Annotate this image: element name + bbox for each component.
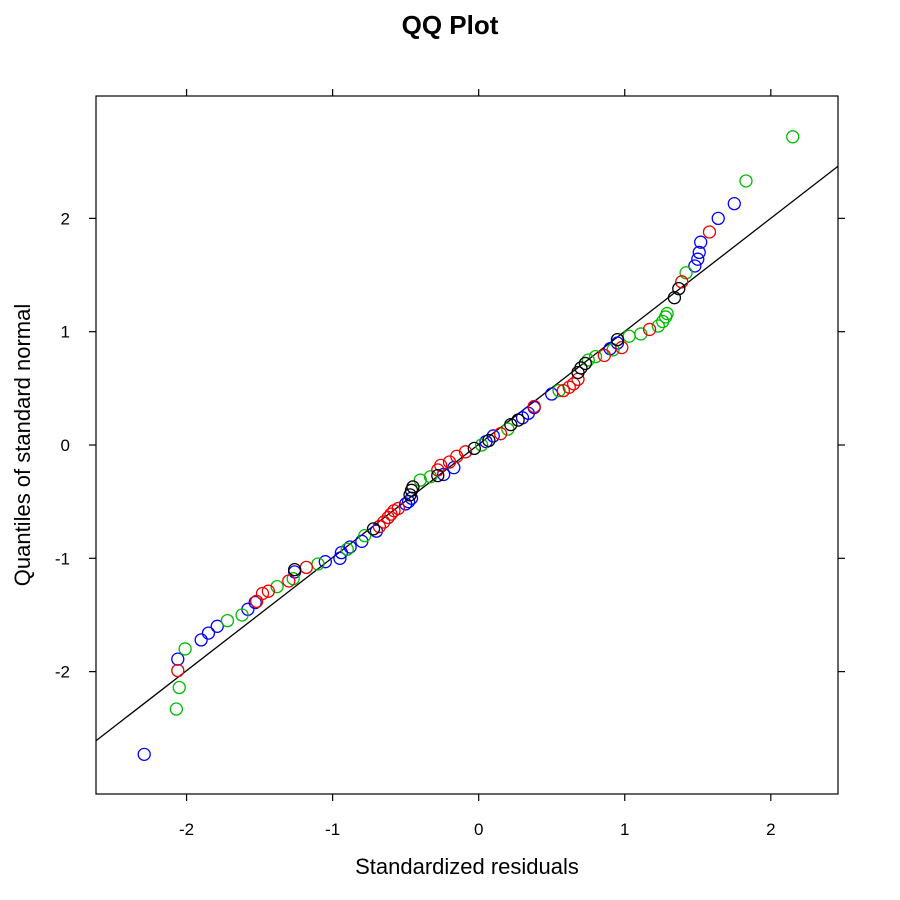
series-3 [287, 281, 686, 577]
data-point [299, 560, 313, 575]
data-point [786, 130, 800, 144]
data-point [727, 196, 741, 211]
x-tick-label: 0 [474, 820, 483, 839]
data-point [527, 399, 541, 414]
data-point [255, 586, 270, 601]
data-point [137, 747, 151, 761]
data-point [511, 413, 525, 427]
data-point [651, 319, 665, 333]
data-point [458, 445, 473, 459]
data-point [597, 348, 611, 363]
data-point [391, 501, 406, 516]
data-point [474, 438, 489, 452]
data-point [171, 663, 185, 678]
x-tick-label: 1 [620, 820, 629, 839]
data-point [235, 608, 249, 622]
data-point [622, 329, 636, 343]
x-tick-label: -1 [325, 820, 340, 839]
data-point [450, 449, 464, 463]
data-point [493, 427, 508, 441]
data-point [210, 619, 224, 633]
data-point [562, 380, 576, 394]
data-point [610, 332, 625, 347]
data-points [137, 130, 800, 761]
data-point [615, 340, 629, 355]
data-point [343, 540, 357, 554]
y-tick-label: 1 [61, 323, 70, 342]
data-point [691, 252, 705, 266]
data-point [711, 211, 725, 226]
plot-panel [95, 95, 839, 795]
data-point [340, 542, 354, 556]
data-point [467, 441, 481, 456]
series-1 [169, 130, 800, 716]
y-axis: -2 -1 0 1 2 [55, 209, 845, 682]
data-point [172, 680, 186, 695]
data-point [482, 433, 496, 448]
data-point [660, 306, 674, 321]
data-point [423, 470, 438, 484]
x-axis-label: Standardized residuals [355, 854, 579, 879]
data-point [667, 291, 682, 305]
data-point [201, 626, 216, 640]
y-tick-label: -2 [55, 663, 70, 682]
data-point [675, 275, 689, 289]
data-point [610, 336, 625, 350]
reference-line [95, 165, 839, 742]
data-point [169, 702, 183, 716]
data-point [679, 266, 693, 280]
data-point [574, 361, 588, 375]
data-point [358, 528, 372, 543]
y-tick-label: 2 [61, 209, 70, 228]
data-point [486, 429, 500, 443]
data-point [634, 327, 648, 341]
x-tick-label: -2 [179, 820, 194, 839]
data-point [282, 574, 296, 588]
data-point [688, 259, 702, 273]
data-point [702, 225, 717, 239]
data-point [739, 174, 753, 188]
chart-title: QQ Plot [402, 10, 499, 40]
data-point [431, 468, 445, 483]
y-tick-label: -1 [55, 549, 70, 568]
data-point [372, 519, 387, 534]
x-axis: -2 -1 0 1 2 [179, 89, 776, 839]
data-point [171, 652, 185, 666]
data-point [377, 515, 391, 529]
data-point [566, 377, 581, 391]
data-point [694, 235, 708, 249]
data-point [642, 322, 657, 337]
data-point [504, 417, 518, 432]
data-point [287, 562, 302, 577]
data-point [581, 353, 595, 367]
y-tick-label: 0 [61, 436, 70, 455]
data-point [248, 595, 262, 610]
data-point [545, 387, 559, 401]
data-point [578, 356, 592, 371]
series-0 [137, 196, 741, 761]
series-2 [171, 225, 717, 678]
data-point [178, 642, 192, 656]
data-point [406, 480, 420, 494]
data-point [270, 579, 284, 594]
data-point [318, 555, 332, 569]
data-point [588, 349, 603, 364]
x-tick-label: 2 [766, 820, 775, 839]
y-axis-label: Quantiles of standard normal [10, 304, 35, 587]
data-point [333, 551, 347, 565]
data-point [434, 458, 448, 473]
data-point [261, 584, 276, 598]
data-point [194, 633, 208, 647]
data-point [672, 281, 686, 296]
data-point [220, 613, 235, 628]
data-point [366, 522, 381, 536]
data-point [692, 245, 706, 260]
